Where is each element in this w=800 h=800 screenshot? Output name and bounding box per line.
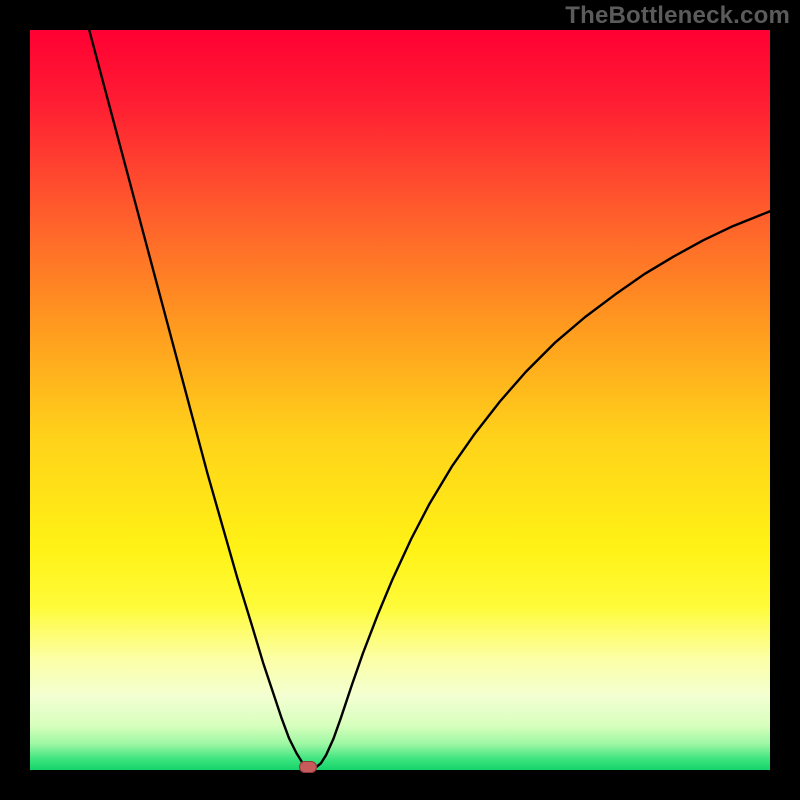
plot-svg xyxy=(30,30,770,770)
gradient-background xyxy=(30,30,770,770)
watermark-text: TheBottleneck.com xyxy=(565,2,790,30)
plot-area xyxy=(30,30,770,770)
chart-frame: TheBottleneck.com xyxy=(0,0,800,800)
optimum-marker xyxy=(299,761,317,773)
